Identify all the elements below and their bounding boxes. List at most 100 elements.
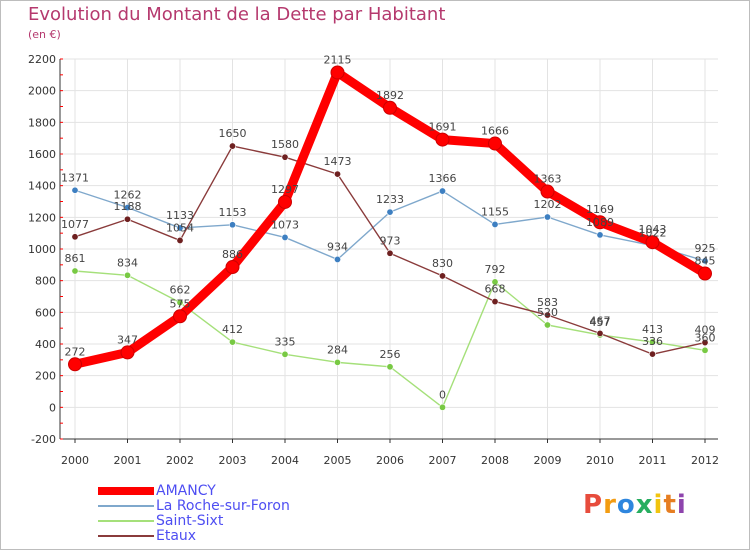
data-point-la-roche-sur-foron: [281, 233, 289, 241]
data-point-la-roche-sur-foron: [333, 255, 341, 263]
data-point-saint-sixt: [386, 363, 394, 371]
data-label-la-roche-sur-foron: 1133: [166, 209, 194, 222]
legend-label-saint-sixt: Saint-Sixt: [156, 513, 224, 529]
data-point-etaux: [281, 153, 289, 161]
data-point-saint-sixt: [491, 278, 499, 286]
data-label-la-roche-sur-foron: 1202: [534, 198, 562, 211]
data-point-etaux: [491, 298, 499, 306]
data-point-saint-sixt: [71, 267, 79, 275]
data-point-saint-sixt: [543, 321, 551, 329]
y-tick-label: 600: [35, 306, 56, 319]
data-label-la-roche-sur-foron: 1366: [429, 172, 457, 185]
data-point-la-roche-sur-foron: [386, 208, 394, 216]
logo-letter: x: [635, 490, 654, 520]
data-label-la-roche-sur-foron: 1155: [481, 205, 509, 218]
data-point-amancy: [173, 309, 187, 324]
data-label-la-roche-sur-foron: 934: [327, 240, 348, 253]
data-label-etaux: 409: [695, 324, 716, 337]
data-label-saint-sixt: 520: [537, 306, 558, 319]
data-label-etaux: 830: [432, 257, 453, 270]
x-tick-label: 2000: [61, 454, 89, 467]
y-tick-label: 200: [35, 370, 56, 383]
data-point-la-roche-sur-foron: [71, 186, 79, 194]
data-label-etaux: 1473: [324, 155, 352, 168]
data-point-la-roche-sur-foron: [701, 257, 709, 265]
data-label-etaux: 1054: [166, 221, 194, 234]
data-point-etaux: [701, 339, 709, 347]
x-tick-label: 2012: [691, 454, 719, 467]
x-tick-label: 2004: [271, 454, 299, 467]
x-tick-label: 2011: [639, 454, 667, 467]
data-label-la-roche-sur-foron: 925: [695, 242, 716, 255]
data-point-etaux: [124, 215, 132, 223]
data-label-la-roche-sur-foron: 1262: [114, 189, 142, 202]
logo-letter: i: [653, 490, 664, 520]
data-point-etaux: [438, 272, 446, 280]
data-label-la-roche-sur-foron: 1089: [586, 216, 614, 229]
legend-swatch-saint-sixt: [98, 520, 154, 522]
data-point-la-roche-sur-foron: [543, 213, 551, 221]
data-label-saint-sixt: 792: [485, 263, 506, 276]
data-label-amancy: 1666: [481, 125, 509, 138]
data-label-amancy: 272: [65, 345, 86, 358]
data-label-amancy: 845: [695, 255, 716, 268]
data-point-amancy: [540, 184, 555, 199]
data-label-etaux: 1188: [114, 200, 142, 213]
data-point-amancy: [225, 260, 240, 275]
data-point-saint-sixt: [124, 271, 132, 279]
data-point-saint-sixt: [281, 350, 289, 358]
data-label-saint-sixt: 360: [695, 331, 716, 344]
data-point-la-roche-sur-foron: [124, 204, 132, 212]
data-label-saint-sixt: 412: [222, 323, 243, 336]
proxiti-logo: Proxiti: [583, 490, 687, 520]
grid-layer: [60, 58, 718, 440]
data-point-saint-sixt: [229, 338, 237, 346]
logo-letter: r: [603, 490, 617, 520]
data-label-saint-sixt: 256: [380, 348, 401, 361]
data-point-amancy: [383, 100, 397, 115]
data-point-amancy: [593, 215, 607, 230]
data-point-la-roche-sur-foron: [229, 221, 237, 229]
data-point-amancy: [435, 132, 450, 147]
data-point-etaux: [229, 142, 237, 150]
data-point-amancy: [278, 194, 292, 209]
data-label-saint-sixt: 457: [590, 316, 611, 329]
data-label-saint-sixt: 284: [327, 343, 348, 356]
data-label-la-roche-sur-foron: 1073: [271, 218, 299, 231]
data-point-saint-sixt: [333, 358, 341, 366]
data-point-etaux: [648, 350, 656, 358]
y-tick-label: 2200: [28, 53, 56, 66]
y-tick-label: 1200: [28, 211, 56, 224]
y-tick-label: 2000: [28, 85, 56, 98]
data-label-etaux: 336: [642, 335, 663, 348]
x-tick-label: 2009: [534, 454, 562, 467]
data-label-saint-sixt: 861: [65, 252, 86, 265]
data-point-amancy: [68, 357, 82, 372]
legend-label-etaux: Etaux: [156, 528, 197, 544]
data-label-etaux: 1650: [219, 127, 247, 140]
data-label-etaux: 467: [590, 314, 611, 327]
logo-letter: P: [583, 490, 604, 520]
x-tick-label: 2002: [166, 454, 194, 467]
legend-label-la-roche-sur-foron: La Roche-sur-Foron: [156, 498, 290, 514]
data-point-etaux: [596, 329, 604, 337]
data-label-saint-sixt: 0: [439, 388, 446, 401]
data-label-etaux: 1580: [271, 138, 299, 151]
y-tick-label: 1000: [28, 243, 56, 256]
axis-layer: -200 0 200 400 600 800 1000 1200 1400 1600 1800 200…: [28, 53, 719, 467]
x-tick-label: 2007: [429, 454, 457, 467]
legend-label-amancy: AMANCY: [156, 483, 216, 499]
data-label-amancy: 1169: [586, 203, 614, 216]
chart-title: Evolution du Montant de la Dette par Hab…: [28, 4, 446, 25]
y-tick-label: 1400: [28, 180, 56, 193]
y-tick-label: 0: [49, 401, 56, 414]
x-tick-label: 2001: [114, 454, 142, 467]
legend-swatch-etaux: [98, 535, 154, 537]
data-point-amancy: [330, 65, 345, 80]
data-label-etaux: 583: [537, 296, 558, 309]
data-point-saint-sixt: [438, 403, 446, 411]
x-tick-label: 2005: [324, 454, 352, 467]
data-label-saint-sixt: 413: [642, 323, 663, 336]
chart-subtitle: (en €): [28, 28, 61, 41]
